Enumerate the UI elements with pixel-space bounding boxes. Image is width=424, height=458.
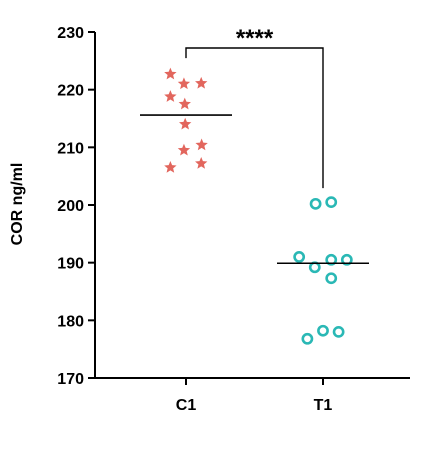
data-point-star [195,138,208,151]
x-tick-label: C1 [176,397,197,414]
data-point-circle [340,253,353,266]
y-tick-label: 220 [57,83,84,100]
data-point-circle [293,250,306,263]
significance-bracket-line [185,47,324,189]
y-tick-label: 170 [57,371,84,388]
data-point-star [178,97,191,110]
data-point-circle [317,324,329,337]
mean-lines [140,114,369,265]
y-tick-label: 200 [57,198,84,215]
data-point-star [164,90,177,102]
data-point-circle [325,196,338,209]
y-axis-title: COR ng/ml [9,163,26,246]
data-point-circle [308,261,321,274]
data-points [164,67,353,345]
data-point-star [164,67,177,80]
y-axis: 170 180 190 200 210 220 230 [57,25,96,388]
significance-bracket: **** [185,25,324,189]
significance-label: **** [236,25,274,52]
y-tick-label: 180 [57,313,84,330]
data-point-star [179,117,192,130]
x-axis: C1 T1 [95,377,410,414]
data-point-circle [325,272,338,285]
data-point-star [195,76,208,89]
data-point-star [177,143,191,156]
data-point-circle [301,332,314,345]
y-tick-label: 190 [57,256,84,273]
data-point-circle [309,197,322,210]
data-point-circle [325,253,338,266]
y-tick-label: 210 [57,140,84,157]
data-point-star [195,156,208,169]
data-point-star [164,161,177,173]
x-tick-label: T1 [314,397,333,414]
y-tick-label: 230 [57,25,84,42]
data-point-star [177,77,191,90]
data-point-circle [332,325,345,338]
